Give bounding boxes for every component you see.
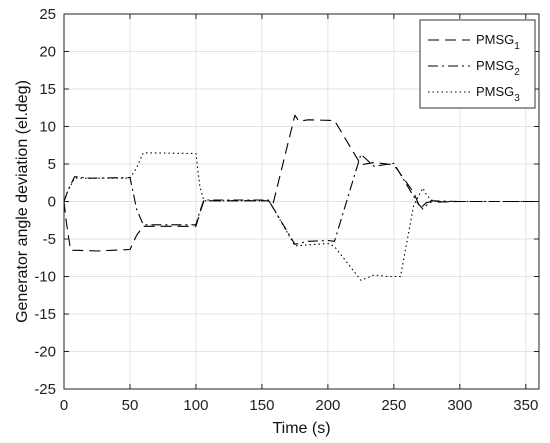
x-tick-label: 0 bbox=[60, 397, 68, 414]
y-tick-label: -25 bbox=[34, 381, 56, 398]
x-tick-label: 150 bbox=[249, 397, 274, 414]
legend-label-1: PMSG1 bbox=[476, 32, 520, 52]
x-tick-label: 250 bbox=[381, 397, 406, 414]
y-axis-label: Generator angle deviation (el.deg) bbox=[14, 80, 31, 323]
legend-label-subscript: 3 bbox=[514, 93, 520, 104]
ticks bbox=[63, 13, 539, 390]
legend-label-base: PMSG bbox=[476, 32, 514, 47]
y-tick-label: 0 bbox=[48, 194, 56, 211]
y-tick-label: 20 bbox=[39, 44, 56, 61]
legend-label-3: PMSG3 bbox=[476, 84, 520, 104]
series-line-1 bbox=[63, 114, 539, 252]
y-tick-label: -15 bbox=[34, 306, 56, 323]
legend-box bbox=[419, 19, 536, 109]
legend-label-base: PMSG bbox=[476, 84, 514, 99]
series-line-3 bbox=[63, 152, 539, 281]
y-tick-label: -20 bbox=[34, 344, 56, 361]
y-tick-label: 10 bbox=[39, 119, 56, 136]
x-tick-label: 200 bbox=[315, 397, 340, 414]
y-tick-label: 15 bbox=[39, 81, 56, 98]
y-tick-label: 5 bbox=[48, 156, 56, 173]
x-tick-label: 100 bbox=[183, 397, 208, 414]
series-lines bbox=[63, 114, 539, 281]
legend-label-subscript: 2 bbox=[514, 67, 520, 78]
x-tick-label: 50 bbox=[122, 397, 139, 414]
series-line-2 bbox=[63, 153, 539, 245]
x-axis-label: Time (s) bbox=[272, 420, 330, 437]
y-tick-labels: -25 -20 -15 -10 -5 0 5 10 15 20 25 bbox=[34, 6, 56, 398]
legend-label-subscript: 1 bbox=[514, 41, 520, 52]
y-tick-label: -10 bbox=[34, 269, 56, 286]
legend-label-2: PMSG2 bbox=[476, 58, 520, 78]
x-tick-label: 300 bbox=[447, 397, 472, 414]
x-tick-labels: 0 50 100 150 200 250 300 350 bbox=[60, 397, 538, 414]
legend-label-base: PMSG bbox=[476, 58, 514, 73]
y-tick-label: 25 bbox=[39, 6, 56, 23]
y-tick-label: -5 bbox=[43, 231, 56, 248]
x-tick-label: 350 bbox=[513, 397, 538, 414]
